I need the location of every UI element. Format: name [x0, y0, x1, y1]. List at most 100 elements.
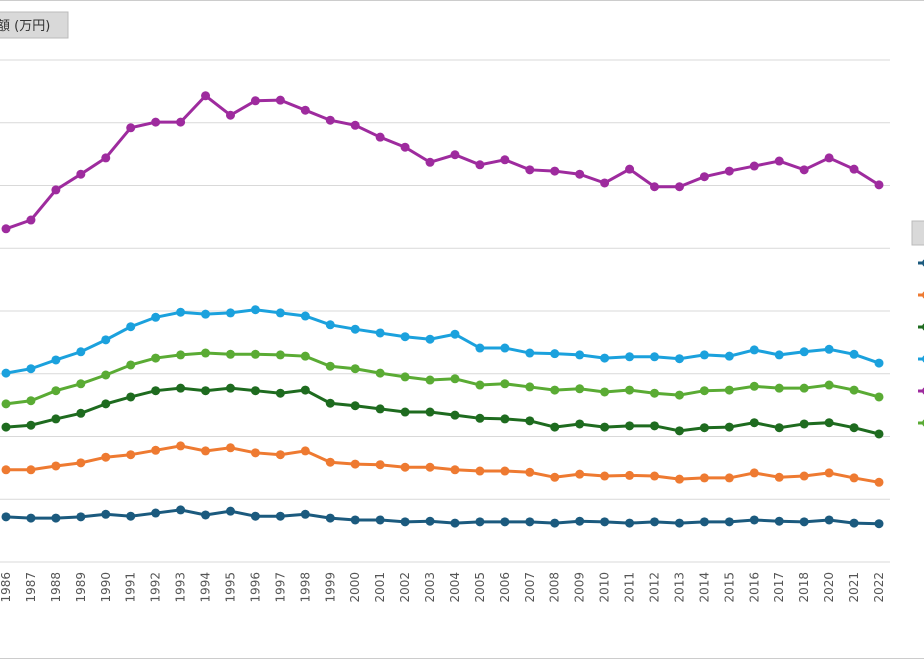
data-point — [625, 470, 635, 480]
data-point — [400, 462, 410, 472]
data-point — [400, 372, 410, 382]
x-tick-label: 1999 — [323, 572, 337, 603]
data-point — [500, 414, 510, 424]
x-tick-label: 1986 — [0, 572, 13, 603]
data-point — [300, 385, 310, 395]
data-point — [874, 429, 884, 439]
data-point — [525, 416, 535, 426]
data-point — [450, 465, 460, 475]
data-point — [425, 407, 435, 417]
data-point — [1, 399, 11, 409]
data-point — [1, 224, 11, 234]
data-point — [774, 423, 784, 433]
data-point — [76, 458, 86, 468]
data-point — [600, 422, 610, 432]
series-line — [5, 508, 880, 526]
x-tick-label: 2018 — [797, 572, 811, 603]
chart-title: 額 (万円) — [0, 19, 50, 34]
x-tick-label: 1995 — [223, 572, 237, 603]
data-point — [101, 399, 111, 409]
data-point — [500, 155, 510, 165]
data-point — [749, 515, 759, 525]
x-tick-label: 2014 — [697, 572, 711, 603]
x-tick-label: 1998 — [298, 572, 312, 603]
data-point — [724, 517, 734, 527]
x-tick-label: 1989 — [74, 572, 88, 603]
data-point — [126, 450, 136, 460]
x-tick-label: 2010 — [598, 572, 612, 603]
data-point — [774, 472, 784, 482]
x-tick-label: 2008 — [548, 572, 562, 603]
title-box — [0, 11, 69, 39]
data-point — [250, 511, 260, 521]
data-point — [201, 510, 211, 520]
data-point — [201, 348, 211, 358]
data-point — [699, 172, 709, 182]
x-tick-label: 2022 — [872, 572, 886, 603]
data-point — [724, 422, 734, 432]
data-point — [475, 413, 485, 423]
data-point — [176, 307, 186, 317]
data-point — [325, 361, 335, 371]
data-point — [824, 418, 834, 428]
data-point — [674, 354, 684, 364]
data-point — [101, 335, 111, 345]
data-point — [475, 466, 485, 476]
data-point — [799, 419, 809, 429]
data-point — [350, 515, 360, 525]
data-point — [699, 350, 709, 360]
data-point — [874, 477, 884, 487]
data-point — [76, 408, 86, 418]
data-point — [724, 473, 734, 483]
data-point — [51, 386, 61, 396]
data-point — [325, 513, 335, 523]
data-point — [300, 509, 310, 519]
data-point — [550, 349, 560, 359]
data-point — [824, 468, 834, 478]
data-point — [300, 446, 310, 456]
data-point — [225, 506, 235, 516]
x-tick-label: 2009 — [573, 572, 587, 603]
data-point — [849, 164, 859, 174]
data-point — [26, 364, 36, 374]
data-point — [400, 517, 410, 527]
data-point — [525, 165, 535, 175]
data-point — [250, 448, 260, 458]
data-point — [250, 349, 260, 359]
data-point — [225, 110, 235, 120]
data-point — [151, 117, 161, 127]
data-point — [425, 157, 435, 167]
data-point — [375, 132, 385, 142]
data-point — [674, 426, 684, 436]
data-point — [1, 512, 11, 522]
x-tick-label: 2002 — [398, 572, 412, 603]
data-point — [799, 165, 809, 175]
data-point — [525, 517, 535, 527]
x-tick-label: 2005 — [473, 572, 487, 603]
data-point — [76, 379, 86, 389]
data-point — [325, 398, 335, 408]
data-point — [625, 518, 635, 528]
data-point — [650, 182, 660, 192]
data-point — [724, 351, 734, 361]
data-point — [201, 91, 211, 101]
x-tick-label: 1988 — [49, 572, 63, 603]
data-point — [225, 349, 235, 359]
data-point — [500, 379, 510, 389]
data-point — [375, 460, 385, 470]
data-point — [550, 518, 560, 528]
x-tick-label: 2012 — [648, 572, 662, 603]
data-point — [176, 505, 186, 515]
data-point — [724, 385, 734, 395]
data-point — [849, 385, 859, 395]
data-point — [176, 441, 186, 451]
data-point — [849, 349, 859, 359]
data-point — [176, 117, 186, 127]
data-point — [300, 311, 310, 321]
data-point — [699, 517, 709, 527]
data-point — [101, 452, 111, 462]
data-point — [275, 95, 285, 105]
data-point — [625, 352, 635, 362]
data-point — [126, 322, 136, 332]
